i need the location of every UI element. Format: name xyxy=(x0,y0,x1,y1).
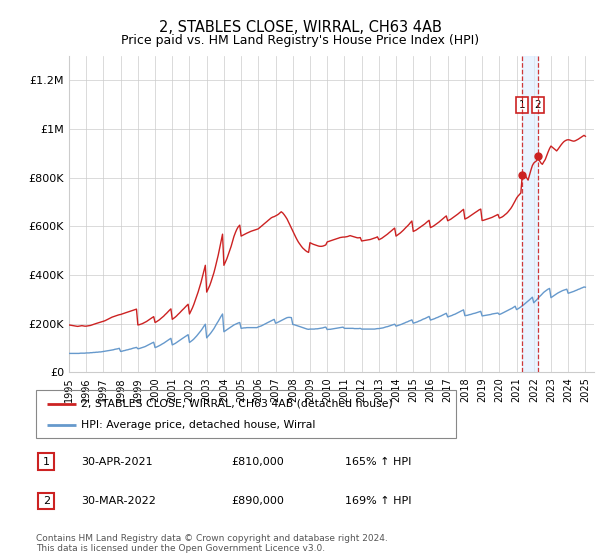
Text: 169% ↑ HPI: 169% ↑ HPI xyxy=(345,496,412,506)
Text: 165% ↑ HPI: 165% ↑ HPI xyxy=(345,457,412,467)
Bar xyxy=(522,56,538,372)
Text: £890,000: £890,000 xyxy=(231,496,284,506)
Text: 2, STABLES CLOSE, WIRRAL, CH63 4AB: 2, STABLES CLOSE, WIRRAL, CH63 4AB xyxy=(158,20,442,35)
Text: Contains HM Land Registry data © Crown copyright and database right 2024.
This d: Contains HM Land Registry data © Crown c… xyxy=(36,534,388,553)
Text: Price paid vs. HM Land Registry's House Price Index (HPI): Price paid vs. HM Land Registry's House … xyxy=(121,34,479,46)
Text: 30-MAR-2022: 30-MAR-2022 xyxy=(81,496,156,506)
Text: 30-APR-2021: 30-APR-2021 xyxy=(81,457,152,467)
Text: 2, STABLES CLOSE, WIRRAL, CH63 4AB (detached house): 2, STABLES CLOSE, WIRRAL, CH63 4AB (deta… xyxy=(82,399,393,409)
Text: 2: 2 xyxy=(535,100,541,110)
Text: £810,000: £810,000 xyxy=(231,457,284,467)
Text: 2: 2 xyxy=(43,496,50,506)
Text: 1: 1 xyxy=(519,100,526,110)
Text: HPI: Average price, detached house, Wirral: HPI: Average price, detached house, Wirr… xyxy=(82,419,316,430)
Text: 1: 1 xyxy=(43,457,50,466)
